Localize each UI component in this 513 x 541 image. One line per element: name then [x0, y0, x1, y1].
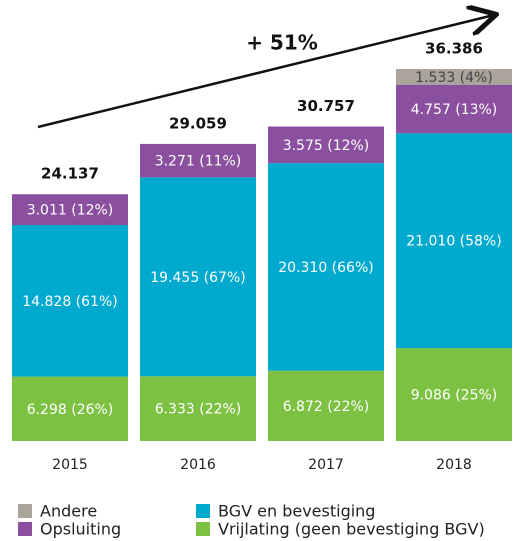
segment-label: 9.086 (25%): [411, 388, 498, 404]
x-tick-label: 2018: [436, 457, 472, 473]
bar-segment: [396, 133, 512, 349]
segment-label: 6.872 (22%): [283, 399, 370, 415]
growth-arrow: [37, 15, 494, 129]
legend-swatch: [196, 504, 210, 518]
total-label: 30.757: [297, 97, 355, 115]
bar-segment: [268, 163, 384, 371]
bar-segment: [12, 376, 128, 441]
segment-label: 1.533 (4%): [415, 70, 493, 86]
segment-label: 6.298 (26%): [27, 402, 114, 418]
bar-segment: [140, 376, 256, 441]
bar-segment: [268, 370, 384, 441]
bar-segment: [396, 69, 512, 85]
total-label: 36.386: [425, 40, 483, 58]
legend-label: Opsluiting: [40, 520, 121, 539]
bar-segment: [12, 225, 128, 377]
bar-segment: [140, 177, 256, 377]
x-tick-label: 2015: [52, 457, 88, 473]
legend-label: Andere: [40, 502, 97, 521]
legend-swatch: [196, 522, 210, 536]
segment-label: 19.455 (67%): [150, 270, 245, 286]
total-label: 24.137: [41, 165, 99, 183]
segment-label: 4.757 (13%): [411, 102, 498, 118]
segment-label: 20.310 (66%): [278, 260, 373, 276]
segment-label: 6.333 (22%): [155, 402, 242, 418]
x-tick-label: 2016: [180, 457, 216, 473]
bar-segment: [140, 143, 256, 178]
bar-segment: [268, 126, 384, 164]
segment-label: 3.271 (11%): [155, 154, 242, 170]
bar-segment: [396, 348, 512, 441]
bar-segment: [12, 194, 128, 226]
segment-label: 3.575 (12%): [283, 138, 370, 154]
x-tick-label: 2017: [308, 457, 344, 473]
legend-label: Vrijlating (geen bevestiging BGV): [218, 520, 485, 539]
legend-swatch: [18, 522, 32, 536]
legend-label: BGV en bevestiging: [218, 502, 375, 521]
legend-swatch: [18, 504, 32, 518]
bar-segment: [396, 84, 512, 134]
total-label: 29.059: [169, 114, 227, 132]
growth-annotation: + 51%: [246, 31, 318, 55]
segment-label: 21.010 (58%): [406, 234, 501, 250]
segment-label: 14.828 (61%): [22, 294, 117, 310]
segment-label: 3.011 (12%): [27, 203, 114, 219]
